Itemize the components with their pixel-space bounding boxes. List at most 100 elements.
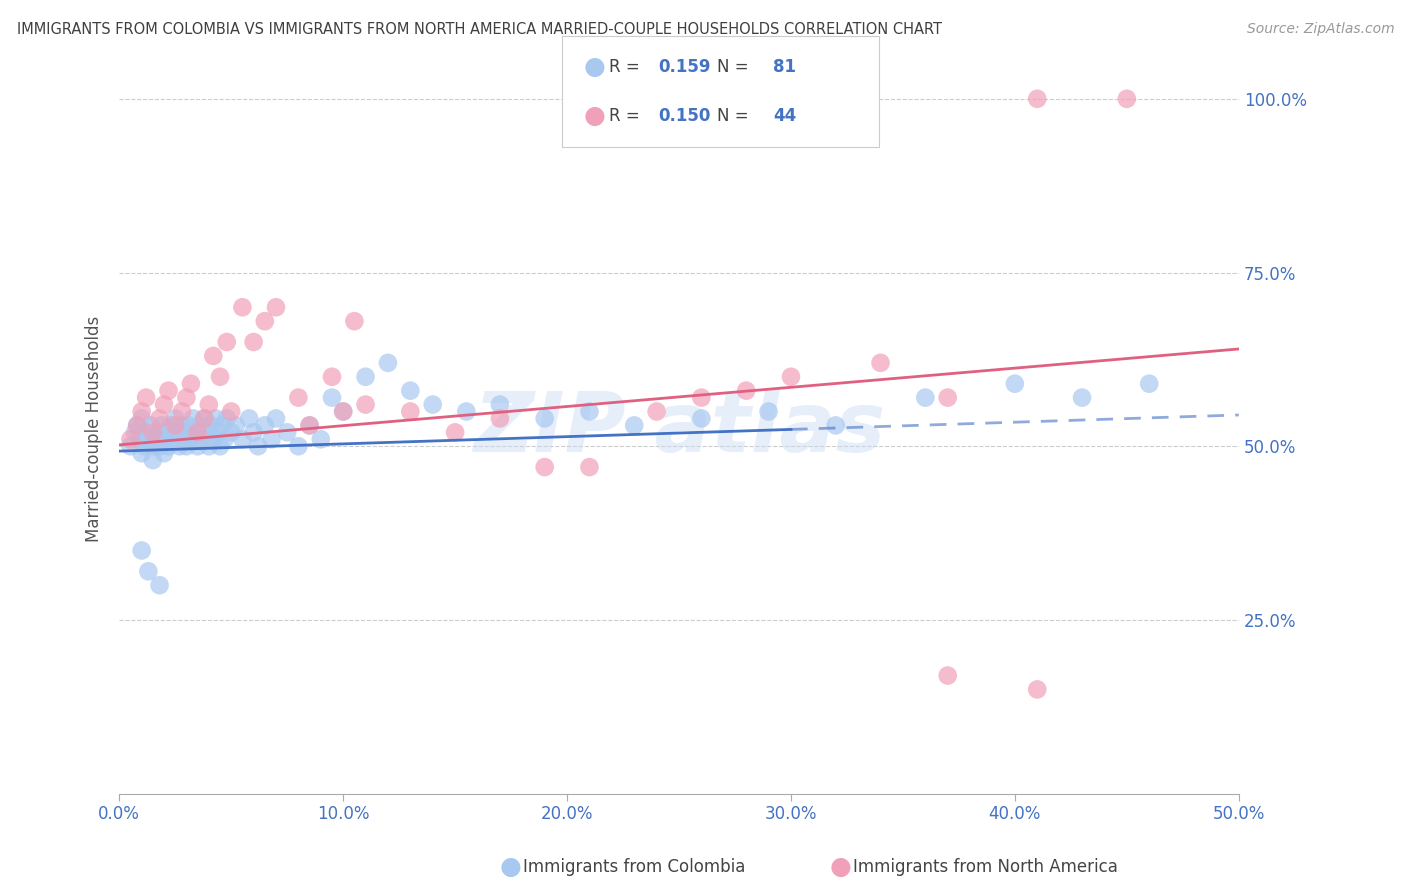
Text: R =: R = <box>609 107 645 125</box>
Point <box>225 418 247 433</box>
Point <box>131 411 153 425</box>
Point <box>489 411 512 425</box>
Point <box>155 425 177 440</box>
Point <box>127 418 149 433</box>
Point <box>181 411 204 425</box>
Point <box>231 300 253 314</box>
Point <box>914 391 936 405</box>
Point <box>264 300 287 314</box>
Point <box>135 391 157 405</box>
Point <box>207 425 229 440</box>
Point <box>165 411 187 425</box>
Point <box>231 432 253 446</box>
Point <box>142 453 165 467</box>
Point <box>253 314 276 328</box>
Point <box>1071 391 1094 405</box>
Point <box>166 425 188 440</box>
Text: R =: R = <box>609 58 645 76</box>
Point <box>456 404 478 418</box>
Text: ●: ● <box>583 104 606 128</box>
Point <box>208 439 231 453</box>
Point <box>153 446 176 460</box>
Point <box>176 391 198 405</box>
Text: 81: 81 <box>773 58 796 76</box>
Point <box>1004 376 1026 391</box>
Point <box>148 411 170 425</box>
Point <box>131 404 153 418</box>
Point <box>138 432 160 446</box>
Point <box>238 411 260 425</box>
Point <box>157 384 180 398</box>
Point <box>824 418 846 433</box>
Point <box>153 398 176 412</box>
Point <box>287 391 309 405</box>
Point <box>191 432 214 446</box>
Point <box>184 425 207 440</box>
Text: ●: ● <box>583 55 606 78</box>
Point <box>120 439 142 453</box>
Point <box>195 425 218 440</box>
Point <box>354 398 377 412</box>
Point <box>173 432 195 446</box>
Point <box>162 432 184 446</box>
Point <box>489 398 512 412</box>
Point <box>208 369 231 384</box>
Point <box>578 460 600 475</box>
Point <box>354 369 377 384</box>
Point <box>159 418 181 433</box>
Point <box>321 391 343 405</box>
Point <box>176 439 198 453</box>
Point <box>578 404 600 418</box>
Point <box>219 425 242 440</box>
Point <box>287 439 309 453</box>
Point <box>247 439 270 453</box>
Point <box>1137 376 1160 391</box>
Point <box>444 425 467 440</box>
Point <box>215 411 238 425</box>
Point <box>169 439 191 453</box>
Point <box>343 314 366 328</box>
Point <box>645 404 668 418</box>
Point <box>936 391 959 405</box>
Point <box>193 411 215 425</box>
Point <box>242 425 264 440</box>
Text: ●: ● <box>830 855 852 879</box>
Point <box>253 418 276 433</box>
Point <box>377 356 399 370</box>
Text: 44: 44 <box>773 107 797 125</box>
Point <box>309 432 332 446</box>
Point <box>1026 682 1049 697</box>
Point <box>202 432 225 446</box>
Y-axis label: Married-couple Households: Married-couple Households <box>86 316 103 542</box>
Text: N =: N = <box>717 58 754 76</box>
Text: 0.159: 0.159 <box>658 58 710 76</box>
Point <box>264 411 287 425</box>
Point <box>936 668 959 682</box>
Point <box>204 411 226 425</box>
Text: ●: ● <box>499 855 522 879</box>
Text: 0.150: 0.150 <box>658 107 710 125</box>
Point <box>399 384 422 398</box>
Point <box>143 432 166 446</box>
Point <box>198 439 221 453</box>
Point <box>153 432 176 446</box>
Point <box>142 439 165 453</box>
Point <box>735 384 758 398</box>
Point <box>533 460 555 475</box>
Point <box>298 418 321 433</box>
Point <box>690 411 713 425</box>
Text: IMMIGRANTS FROM COLOMBIA VS IMMIGRANTS FROM NORTH AMERICA MARRIED-COUPLE HOUSEHO: IMMIGRANTS FROM COLOMBIA VS IMMIGRANTS F… <box>17 22 942 37</box>
Point <box>177 418 200 433</box>
Point <box>214 432 236 446</box>
Point <box>187 425 209 440</box>
Point <box>321 369 343 384</box>
Point <box>533 411 555 425</box>
Text: ZIP atlas: ZIP atlas <box>472 388 886 469</box>
Point <box>180 432 202 446</box>
Point <box>127 418 149 433</box>
Point <box>120 432 142 446</box>
Point <box>1115 92 1137 106</box>
Point <box>187 439 209 453</box>
Point <box>146 425 169 440</box>
Point <box>422 398 444 412</box>
